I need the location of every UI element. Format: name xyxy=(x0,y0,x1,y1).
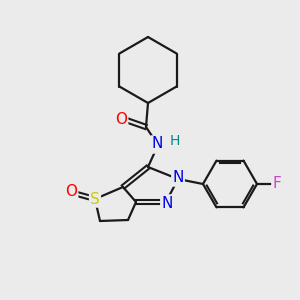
Text: O: O xyxy=(65,184,77,200)
Text: N: N xyxy=(161,196,173,211)
Text: F: F xyxy=(273,176,281,191)
Text: O: O xyxy=(65,184,77,200)
Text: N: N xyxy=(172,170,184,185)
Text: H: H xyxy=(170,134,180,148)
Text: O: O xyxy=(115,112,127,127)
Text: O: O xyxy=(115,112,127,127)
Text: S: S xyxy=(90,191,100,206)
Text: H: H xyxy=(170,134,180,148)
Text: N: N xyxy=(151,137,163,152)
Text: N: N xyxy=(151,136,163,152)
Text: F: F xyxy=(273,176,281,191)
